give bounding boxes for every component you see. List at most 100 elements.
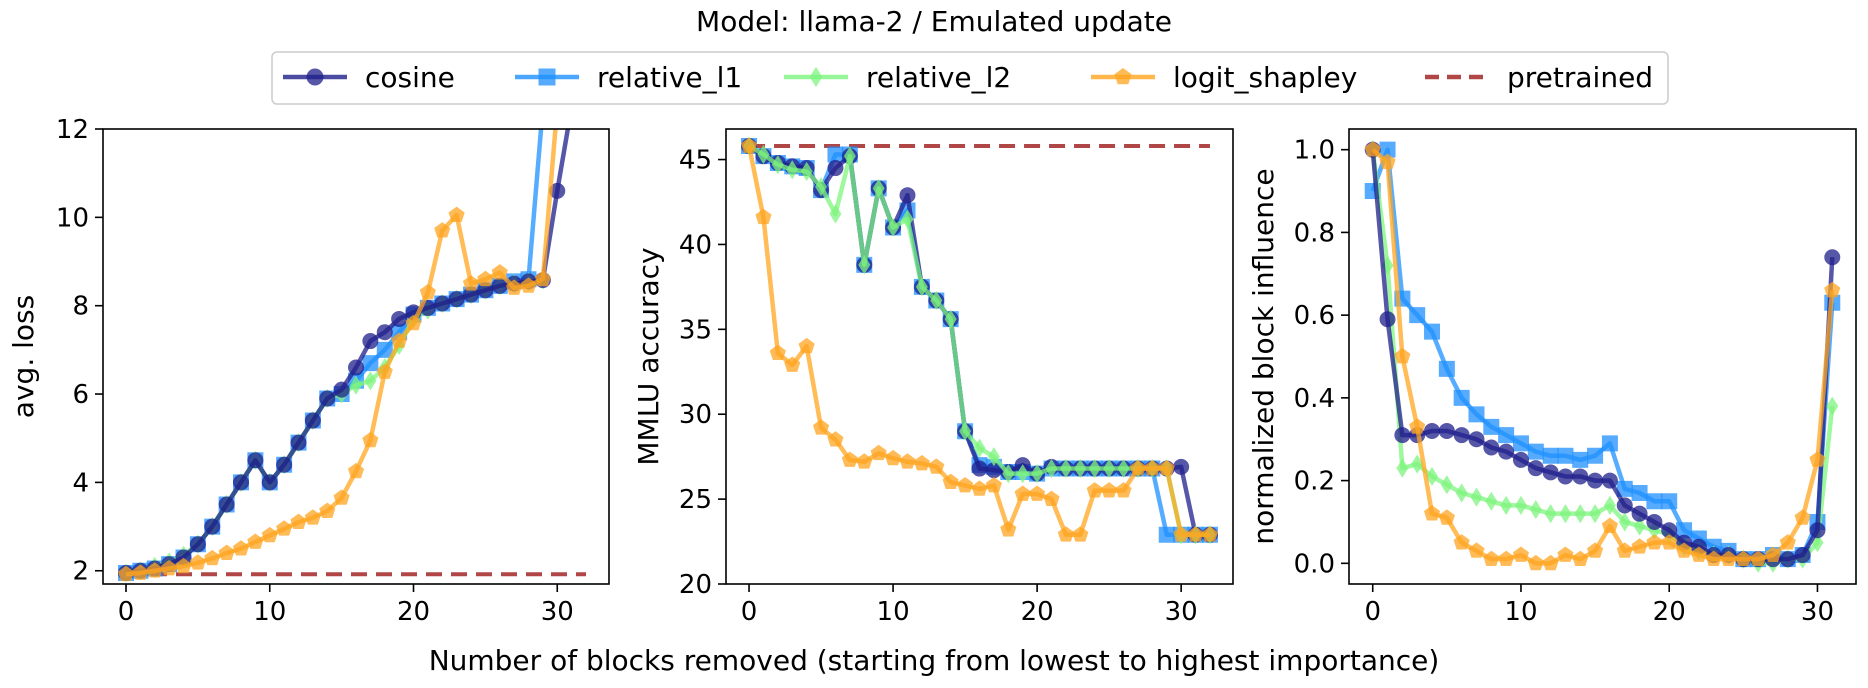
data-point xyxy=(420,285,435,299)
data-point xyxy=(814,420,829,434)
data-point xyxy=(871,445,886,459)
data-point xyxy=(1454,428,1469,443)
x-tick-label: 30 xyxy=(1801,597,1834,627)
x-tick-label: 20 xyxy=(1653,597,1686,627)
y-axis-label: avg. loss xyxy=(7,295,40,418)
data-point xyxy=(1015,486,1030,500)
legend-label: cosine xyxy=(365,61,455,94)
data-point xyxy=(1486,493,1497,510)
data-point xyxy=(320,391,335,406)
data-point xyxy=(1380,312,1395,327)
legend-label: relative_l1 xyxy=(597,61,742,94)
data-point xyxy=(986,478,1001,492)
axes-frame xyxy=(726,129,1233,584)
data-point xyxy=(1632,486,1647,501)
data-point xyxy=(1647,535,1662,549)
y-tick-label: 45 xyxy=(679,146,712,176)
data-point xyxy=(535,271,550,285)
data-point xyxy=(1632,506,1647,521)
plot-area xyxy=(742,137,1218,543)
y-tick-label: 20 xyxy=(679,570,712,600)
data-point xyxy=(291,514,306,528)
data-point xyxy=(248,453,263,468)
data-point xyxy=(1573,469,1588,484)
mmlu-accuracy-panel: 0 10 20 30202530354045MMLU accuracy xyxy=(632,129,1233,627)
data-point xyxy=(1632,539,1647,553)
data-point xyxy=(1827,398,1838,415)
series-relative-l2 xyxy=(121,271,549,581)
data-point xyxy=(1425,506,1440,520)
data-point xyxy=(377,364,392,378)
x-tick-label: 10 xyxy=(253,597,286,627)
data-point xyxy=(1617,498,1632,513)
data-point xyxy=(219,545,234,559)
data-point xyxy=(1499,428,1514,443)
data-point xyxy=(1439,510,1454,524)
data-point xyxy=(1575,505,1586,522)
legend-label: relative_l2 xyxy=(866,61,1011,94)
series-logit-shapley xyxy=(1365,142,1840,570)
x-tick-label: 10 xyxy=(1504,597,1537,627)
data-point xyxy=(1454,390,1469,405)
data-point xyxy=(1425,423,1440,438)
y-axis-label: normalized block influence xyxy=(1247,168,1280,544)
data-point xyxy=(1410,308,1425,323)
data-point xyxy=(1780,552,1795,567)
avg-loss-panel: 0 10 20 30 2 4 6 8 10 12 avg. loss xyxy=(7,99,609,627)
data-point xyxy=(1543,448,1558,463)
data-point xyxy=(1484,440,1499,455)
legend-label: logit_shapley xyxy=(1173,61,1357,94)
data-point xyxy=(291,435,306,450)
data-point xyxy=(1825,250,1840,265)
series-line xyxy=(1373,150,1833,560)
data-point xyxy=(958,478,973,492)
data-point xyxy=(1602,473,1617,488)
x-tick-label: 20 xyxy=(397,597,430,627)
x-tick-label: 0 xyxy=(1364,597,1381,627)
data-point xyxy=(492,265,507,279)
legend-marker xyxy=(539,69,555,85)
data-point xyxy=(1395,428,1410,443)
data-point xyxy=(1543,465,1558,480)
data-point xyxy=(1795,548,1810,563)
data-point xyxy=(190,537,205,552)
series-line xyxy=(126,280,543,573)
data-point xyxy=(1528,461,1543,476)
data-point xyxy=(262,528,277,542)
x-tick-label: 10 xyxy=(877,597,910,627)
y-axis-label: MMLU accuracy xyxy=(632,247,665,465)
data-point xyxy=(1588,473,1603,488)
data-point xyxy=(1558,547,1573,561)
data-point xyxy=(1602,436,1617,451)
data-point xyxy=(828,161,843,176)
data-point xyxy=(190,555,205,569)
data-point xyxy=(1513,547,1528,561)
data-point xyxy=(1073,527,1088,541)
x-tick-label: 0 xyxy=(118,597,135,627)
data-point xyxy=(377,325,392,340)
data-point xyxy=(277,457,292,472)
data-point xyxy=(392,311,407,326)
y-tick-label: 0.6 xyxy=(1294,301,1335,331)
data-point xyxy=(1410,419,1425,433)
legend-label: pretrained xyxy=(1507,61,1653,94)
block-influence-panel: 0 10 20 300.00.20.40.60.81.0normalized bloc… xyxy=(1247,129,1856,627)
data-point xyxy=(1159,527,1174,542)
data-point xyxy=(1588,448,1603,463)
data-point xyxy=(1530,501,1541,518)
data-point xyxy=(972,481,987,495)
data-point xyxy=(1647,494,1662,509)
data-point xyxy=(234,541,249,555)
data-point xyxy=(1471,489,1482,506)
y-tick-label: 10 xyxy=(56,203,89,233)
x-tick-label: 30 xyxy=(1165,597,1198,627)
data-point xyxy=(1484,419,1499,434)
data-point xyxy=(900,454,915,468)
data-point xyxy=(219,497,234,512)
data-point xyxy=(1560,505,1571,522)
plot-area xyxy=(1365,141,1840,572)
data-point xyxy=(1425,324,1440,339)
data-point xyxy=(1501,497,1512,514)
x-axis-label: Number of blocks removed (starting from … xyxy=(429,644,1440,677)
data-point xyxy=(1825,282,1840,296)
